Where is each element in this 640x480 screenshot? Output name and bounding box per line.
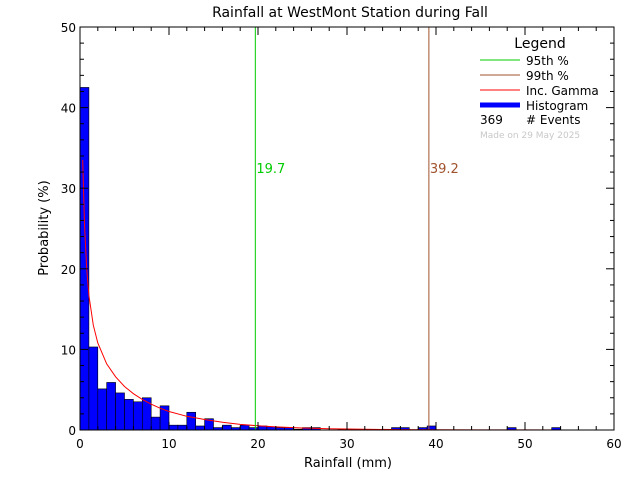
histogram-bar bbox=[186, 411, 197, 431]
y-tick-label: 30 bbox=[61, 182, 76, 196]
y-tick-label: 0 bbox=[68, 424, 76, 438]
histogram-bar bbox=[195, 425, 205, 431]
y-tick-label: 20 bbox=[61, 263, 76, 277]
x-tick-label: 0 bbox=[76, 437, 84, 451]
chart-title: Rainfall at WestMont Station during Fall bbox=[212, 5, 488, 21]
histogram-bar bbox=[133, 401, 143, 431]
legend-title: Legend bbox=[514, 36, 565, 52]
x-tick-label: 30 bbox=[339, 437, 354, 451]
histogram-bar bbox=[222, 424, 232, 431]
histogram-bar bbox=[97, 388, 108, 431]
histogram-bar bbox=[239, 424, 250, 431]
histogram-bar bbox=[142, 397, 152, 431]
histogram-bar bbox=[88, 346, 99, 431]
histogram-bar bbox=[150, 416, 161, 431]
legend-label-histogram: Histogram bbox=[526, 99, 588, 113]
percentile-95-label: 19.7 bbox=[256, 162, 285, 177]
x-tick-label: 50 bbox=[517, 437, 532, 451]
x-tick-label: 10 bbox=[161, 437, 176, 451]
x-tick-label: 20 bbox=[250, 437, 265, 451]
histogram-bar bbox=[115, 392, 125, 431]
y-tick-label: 50 bbox=[61, 21, 76, 35]
legend-events-count: 369 bbox=[480, 113, 503, 127]
histogram-bar bbox=[177, 424, 188, 431]
y-tick-label: 10 bbox=[61, 343, 76, 357]
histogram-bar bbox=[106, 382, 116, 431]
percentile-lines-layer: 19.7 39.2 bbox=[254, 27, 459, 430]
legend-label-99th: 99th % bbox=[526, 69, 569, 83]
legend: Legend 95th % 99th % Inc. Gamma Histogra… bbox=[480, 36, 599, 141]
histogram-bar bbox=[79, 87, 90, 431]
x-axis-label: Rainfall (mm) bbox=[304, 456, 392, 471]
made-on-stamp: Made on 29 May 2025 bbox=[480, 131, 580, 141]
axes-layer: 0 10 20 30 40 50 60 0 10 20 30 40 50 bbox=[61, 21, 622, 451]
histogram-bar bbox=[124, 399, 134, 431]
y-axis-label: Probability (%) bbox=[37, 180, 52, 275]
legend-events-label: # Events bbox=[526, 113, 581, 127]
legend-label-95th: 95th % bbox=[526, 54, 569, 68]
legend-label-gamma: Inc. Gamma bbox=[526, 84, 599, 98]
x-tick-label: 60 bbox=[606, 437, 621, 451]
x-tick-label: 40 bbox=[428, 437, 443, 451]
percentile-99-label: 39.2 bbox=[430, 162, 459, 177]
histogram-bar bbox=[168, 424, 179, 431]
y-tick-label: 40 bbox=[61, 102, 76, 116]
